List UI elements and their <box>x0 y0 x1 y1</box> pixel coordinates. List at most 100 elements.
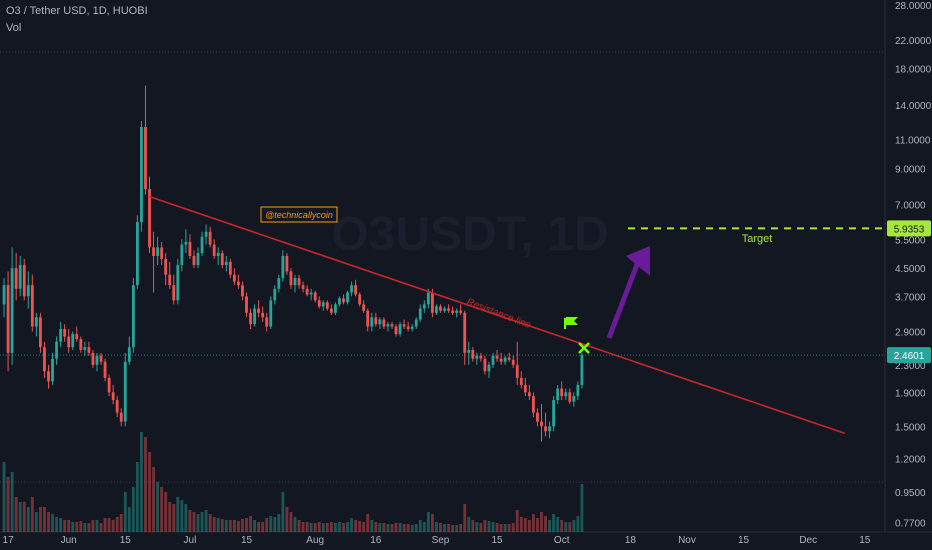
candle-body <box>479 355 483 359</box>
candle-body <box>188 241 192 256</box>
candle-body <box>99 355 103 362</box>
time-tick-label: Nov <box>678 535 696 546</box>
candle-body <box>156 247 160 256</box>
volume-bar <box>115 517 119 532</box>
candle-body <box>568 392 572 402</box>
volume-bar <box>394 523 398 532</box>
time-tick-label: 17 <box>3 535 15 546</box>
volume-bar <box>269 516 273 532</box>
volume-bar <box>249 516 252 532</box>
candle-body <box>515 364 519 378</box>
time-tick-label: Sep <box>432 535 450 546</box>
candle-body <box>301 285 305 289</box>
volume-bar <box>540 512 543 532</box>
candle-body <box>184 241 188 245</box>
volume-bar <box>83 523 87 532</box>
candle-body <box>350 285 353 293</box>
time-tick-label: Jul <box>184 535 197 546</box>
time-tick-label: Oct <box>554 535 570 546</box>
volume-bar <box>47 512 50 532</box>
volume-bar <box>55 517 58 532</box>
volume-bar <box>204 510 208 532</box>
candle-body <box>6 285 10 353</box>
volume-bar <box>451 525 455 532</box>
candle-body <box>237 281 240 286</box>
candle-body <box>75 333 79 340</box>
volume-bar <box>378 523 382 532</box>
candle-body <box>451 310 455 313</box>
candle-body <box>228 261 232 275</box>
candle-body <box>87 347 91 353</box>
volume-bar <box>6 477 10 532</box>
volume-bar <box>435 522 438 532</box>
candle-body <box>273 288 277 301</box>
volume-bar <box>123 492 127 532</box>
candle-body <box>426 292 430 305</box>
volume-bar <box>544 516 547 532</box>
candle-body <box>455 310 459 313</box>
candle-body <box>224 261 228 266</box>
candle-body <box>491 355 495 365</box>
volume-bar <box>63 520 67 532</box>
author-tag: @technicallycoin <box>265 210 333 220</box>
volume-bar <box>111 520 115 532</box>
time-tick-label: Dec <box>799 535 817 546</box>
volume-bar <box>164 492 168 532</box>
candle-body <box>241 285 244 297</box>
volume-bar <box>321 523 325 532</box>
volume-bar <box>317 522 321 532</box>
volume-bar <box>463 504 467 532</box>
candle-body <box>560 388 564 397</box>
candle-body <box>148 189 151 248</box>
volume-bar <box>127 507 131 532</box>
candle-body <box>293 278 297 286</box>
volume-bar <box>354 520 358 532</box>
candle-body <box>204 231 208 237</box>
candle-body <box>281 255 285 279</box>
resistance-line-label: Resistance line <box>465 297 533 332</box>
volume-bar <box>487 521 491 532</box>
volume-bar <box>329 522 333 532</box>
volume-bar <box>576 516 580 532</box>
candle-body <box>321 302 325 307</box>
candle-body <box>152 247 155 256</box>
candle-body <box>362 304 366 311</box>
candle-body <box>192 255 196 266</box>
candle-body <box>79 339 83 350</box>
volume-bar <box>43 507 46 532</box>
volume-bar <box>2 462 6 532</box>
candle-body <box>540 421 543 427</box>
volume-bar <box>172 504 176 532</box>
volume-bar <box>180 500 184 532</box>
candle-body <box>265 317 269 327</box>
volume-bar <box>519 517 523 532</box>
volume-bar <box>152 467 155 532</box>
volume-bar <box>67 520 71 532</box>
candle-body <box>402 324 406 327</box>
candle-body <box>164 258 168 275</box>
volume-bar <box>511 523 515 532</box>
volume-bar <box>289 512 293 532</box>
volume-indicator-label: Vol <box>6 22 22 34</box>
candle-body <box>552 400 556 427</box>
watermark: O3USDT, 1D <box>331 208 608 261</box>
candle-body <box>30 285 34 327</box>
candle-body <box>51 358 54 382</box>
volume-bar <box>552 514 556 532</box>
volume-bar <box>527 520 531 532</box>
volume-bar <box>580 484 584 532</box>
volume-bar <box>71 522 75 532</box>
candle-body <box>511 359 515 365</box>
price-tick-label: 5.5000 <box>895 235 926 246</box>
candle-body <box>523 384 527 393</box>
volume-bar <box>75 522 79 532</box>
breakout-cross-icon <box>578 342 590 354</box>
volume-bar <box>14 497 18 532</box>
candle-body <box>483 358 487 372</box>
candle-body <box>329 308 333 313</box>
volume-bar <box>79 521 83 532</box>
candle-body <box>564 392 568 397</box>
volume-bar <box>471 520 475 532</box>
candle-body <box>172 285 176 301</box>
